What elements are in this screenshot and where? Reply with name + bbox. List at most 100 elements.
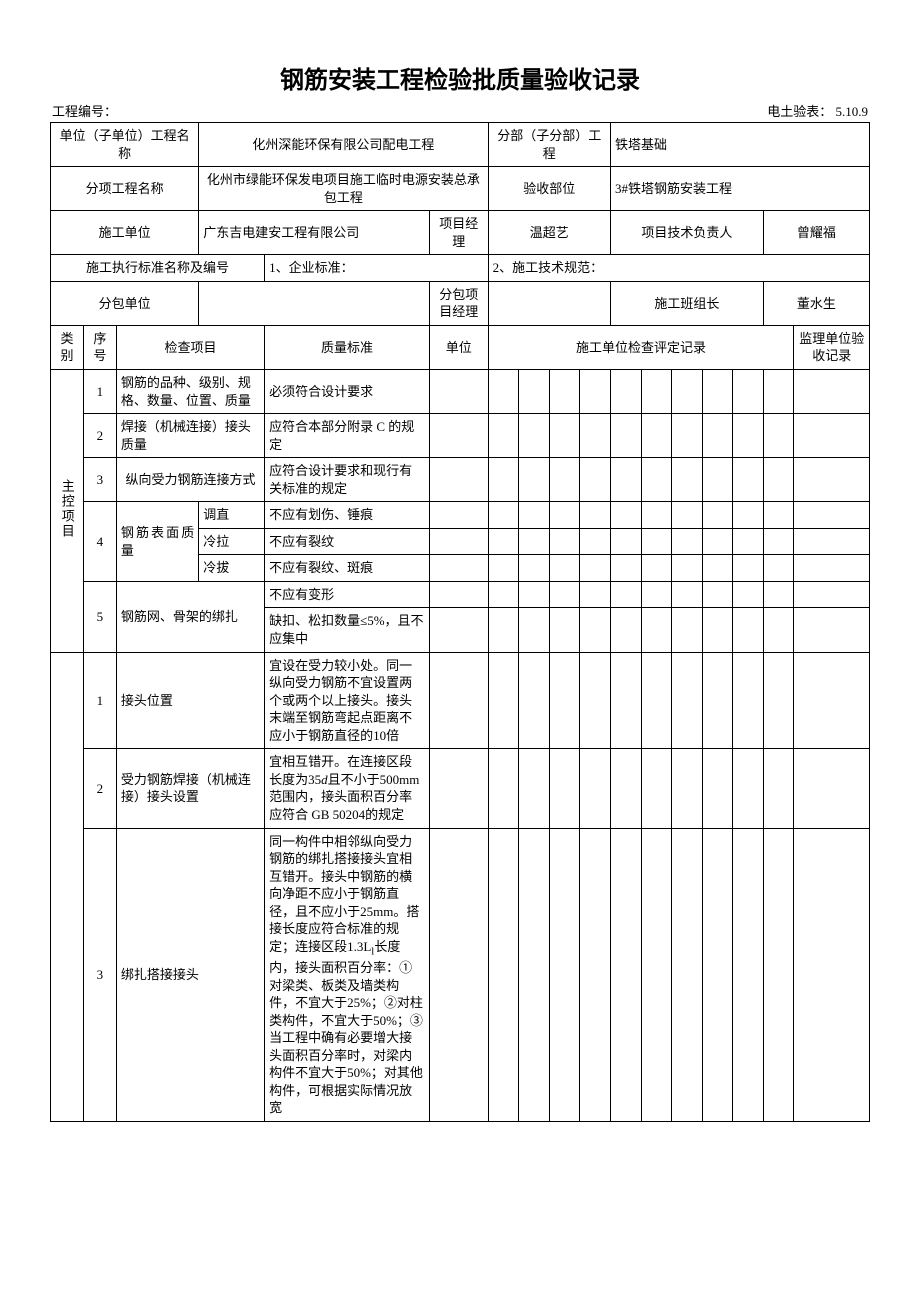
check-cell[interactable] <box>488 608 519 652</box>
check-cell[interactable] <box>549 652 580 749</box>
check-cell[interactable] <box>488 652 519 749</box>
check-cell[interactable] <box>610 414 641 458</box>
check-cell[interactable] <box>549 749 580 828</box>
check-cell[interactable] <box>763 458 794 502</box>
check-cell[interactable] <box>580 749 611 828</box>
check-cell[interactable] <box>702 458 733 502</box>
check-cell[interactable] <box>519 581 550 608</box>
check-cell[interactable] <box>549 581 580 608</box>
check-cell[interactable] <box>549 458 580 502</box>
check-cell[interactable] <box>610 749 641 828</box>
check-cell[interactable] <box>641 608 672 652</box>
check-cell[interactable] <box>549 414 580 458</box>
check-cell[interactable] <box>488 370 519 414</box>
check-cell[interactable] <box>702 828 733 1121</box>
check-cell[interactable] <box>488 749 519 828</box>
check-cell[interactable] <box>641 581 672 608</box>
supervisor-cell[interactable] <box>794 749 870 828</box>
check-cell[interactable] <box>672 458 703 502</box>
check-cell[interactable] <box>641 828 672 1121</box>
check-cell[interactable] <box>702 502 733 529</box>
check-cell[interactable] <box>641 528 672 555</box>
check-cell[interactable] <box>549 828 580 1121</box>
check-cell[interactable] <box>549 555 580 582</box>
supervisor-cell[interactable] <box>794 652 870 749</box>
check-cell[interactable] <box>641 502 672 529</box>
check-cell[interactable] <box>733 502 764 529</box>
check-cell[interactable] <box>580 581 611 608</box>
check-cell[interactable] <box>549 528 580 555</box>
check-cell[interactable] <box>672 370 703 414</box>
check-cell[interactable] <box>610 608 641 652</box>
check-cell[interactable] <box>519 555 550 582</box>
check-cell[interactable] <box>672 555 703 582</box>
check-cell[interactable] <box>672 652 703 749</box>
check-cell[interactable] <box>672 581 703 608</box>
check-cell[interactable] <box>610 581 641 608</box>
check-cell[interactable] <box>733 828 764 1121</box>
check-cell[interactable] <box>641 555 672 582</box>
check-cell[interactable] <box>519 458 550 502</box>
check-cell[interactable] <box>580 828 611 1121</box>
check-cell[interactable] <box>580 458 611 502</box>
check-cell[interactable] <box>549 502 580 529</box>
supervisor-cell[interactable] <box>794 528 870 555</box>
check-cell[interactable] <box>488 458 519 502</box>
supervisor-cell[interactable] <box>794 828 870 1121</box>
check-cell[interactable] <box>733 652 764 749</box>
check-cell[interactable] <box>763 581 794 608</box>
check-cell[interactable] <box>702 749 733 828</box>
supervisor-cell[interactable] <box>794 581 870 608</box>
check-cell[interactable] <box>733 528 764 555</box>
check-cell[interactable] <box>763 608 794 652</box>
check-cell[interactable] <box>519 749 550 828</box>
check-cell[interactable] <box>580 370 611 414</box>
check-cell[interactable] <box>519 652 550 749</box>
supervisor-cell[interactable] <box>794 608 870 652</box>
check-cell[interactable] <box>519 828 550 1121</box>
supervisor-cell[interactable] <box>794 370 870 414</box>
check-cell[interactable] <box>488 414 519 458</box>
check-cell[interactable] <box>763 555 794 582</box>
check-cell[interactable] <box>519 502 550 529</box>
check-cell[interactable] <box>580 414 611 458</box>
check-cell[interactable] <box>580 652 611 749</box>
check-cell[interactable] <box>519 608 550 652</box>
check-cell[interactable] <box>488 502 519 529</box>
check-cell[interactable] <box>610 370 641 414</box>
check-cell[interactable] <box>763 749 794 828</box>
supervisor-cell[interactable] <box>794 414 870 458</box>
check-cell[interactable] <box>488 828 519 1121</box>
supervisor-cell[interactable] <box>794 458 870 502</box>
check-cell[interactable] <box>519 414 550 458</box>
check-cell[interactable] <box>488 555 519 582</box>
check-cell[interactable] <box>702 555 733 582</box>
check-cell[interactable] <box>702 528 733 555</box>
check-cell[interactable] <box>702 608 733 652</box>
check-cell[interactable] <box>519 528 550 555</box>
check-cell[interactable] <box>610 652 641 749</box>
check-cell[interactable] <box>733 458 764 502</box>
check-cell[interactable] <box>610 502 641 529</box>
supervisor-cell[interactable] <box>794 502 870 529</box>
check-cell[interactable] <box>519 370 550 414</box>
check-cell[interactable] <box>763 828 794 1121</box>
check-cell[interactable] <box>763 528 794 555</box>
check-cell[interactable] <box>610 828 641 1121</box>
check-cell[interactable] <box>672 828 703 1121</box>
check-cell[interactable] <box>733 608 764 652</box>
check-cell[interactable] <box>672 502 703 529</box>
check-cell[interactable] <box>702 581 733 608</box>
check-cell[interactable] <box>610 458 641 502</box>
check-cell[interactable] <box>763 652 794 749</box>
check-cell[interactable] <box>641 652 672 749</box>
check-cell[interactable] <box>580 608 611 652</box>
check-cell[interactable] <box>672 414 703 458</box>
check-cell[interactable] <box>672 528 703 555</box>
check-cell[interactable] <box>610 555 641 582</box>
check-cell[interactable] <box>580 502 611 529</box>
check-cell[interactable] <box>763 502 794 529</box>
check-cell[interactable] <box>610 528 641 555</box>
check-cell[interactable] <box>702 370 733 414</box>
check-cell[interactable] <box>763 370 794 414</box>
